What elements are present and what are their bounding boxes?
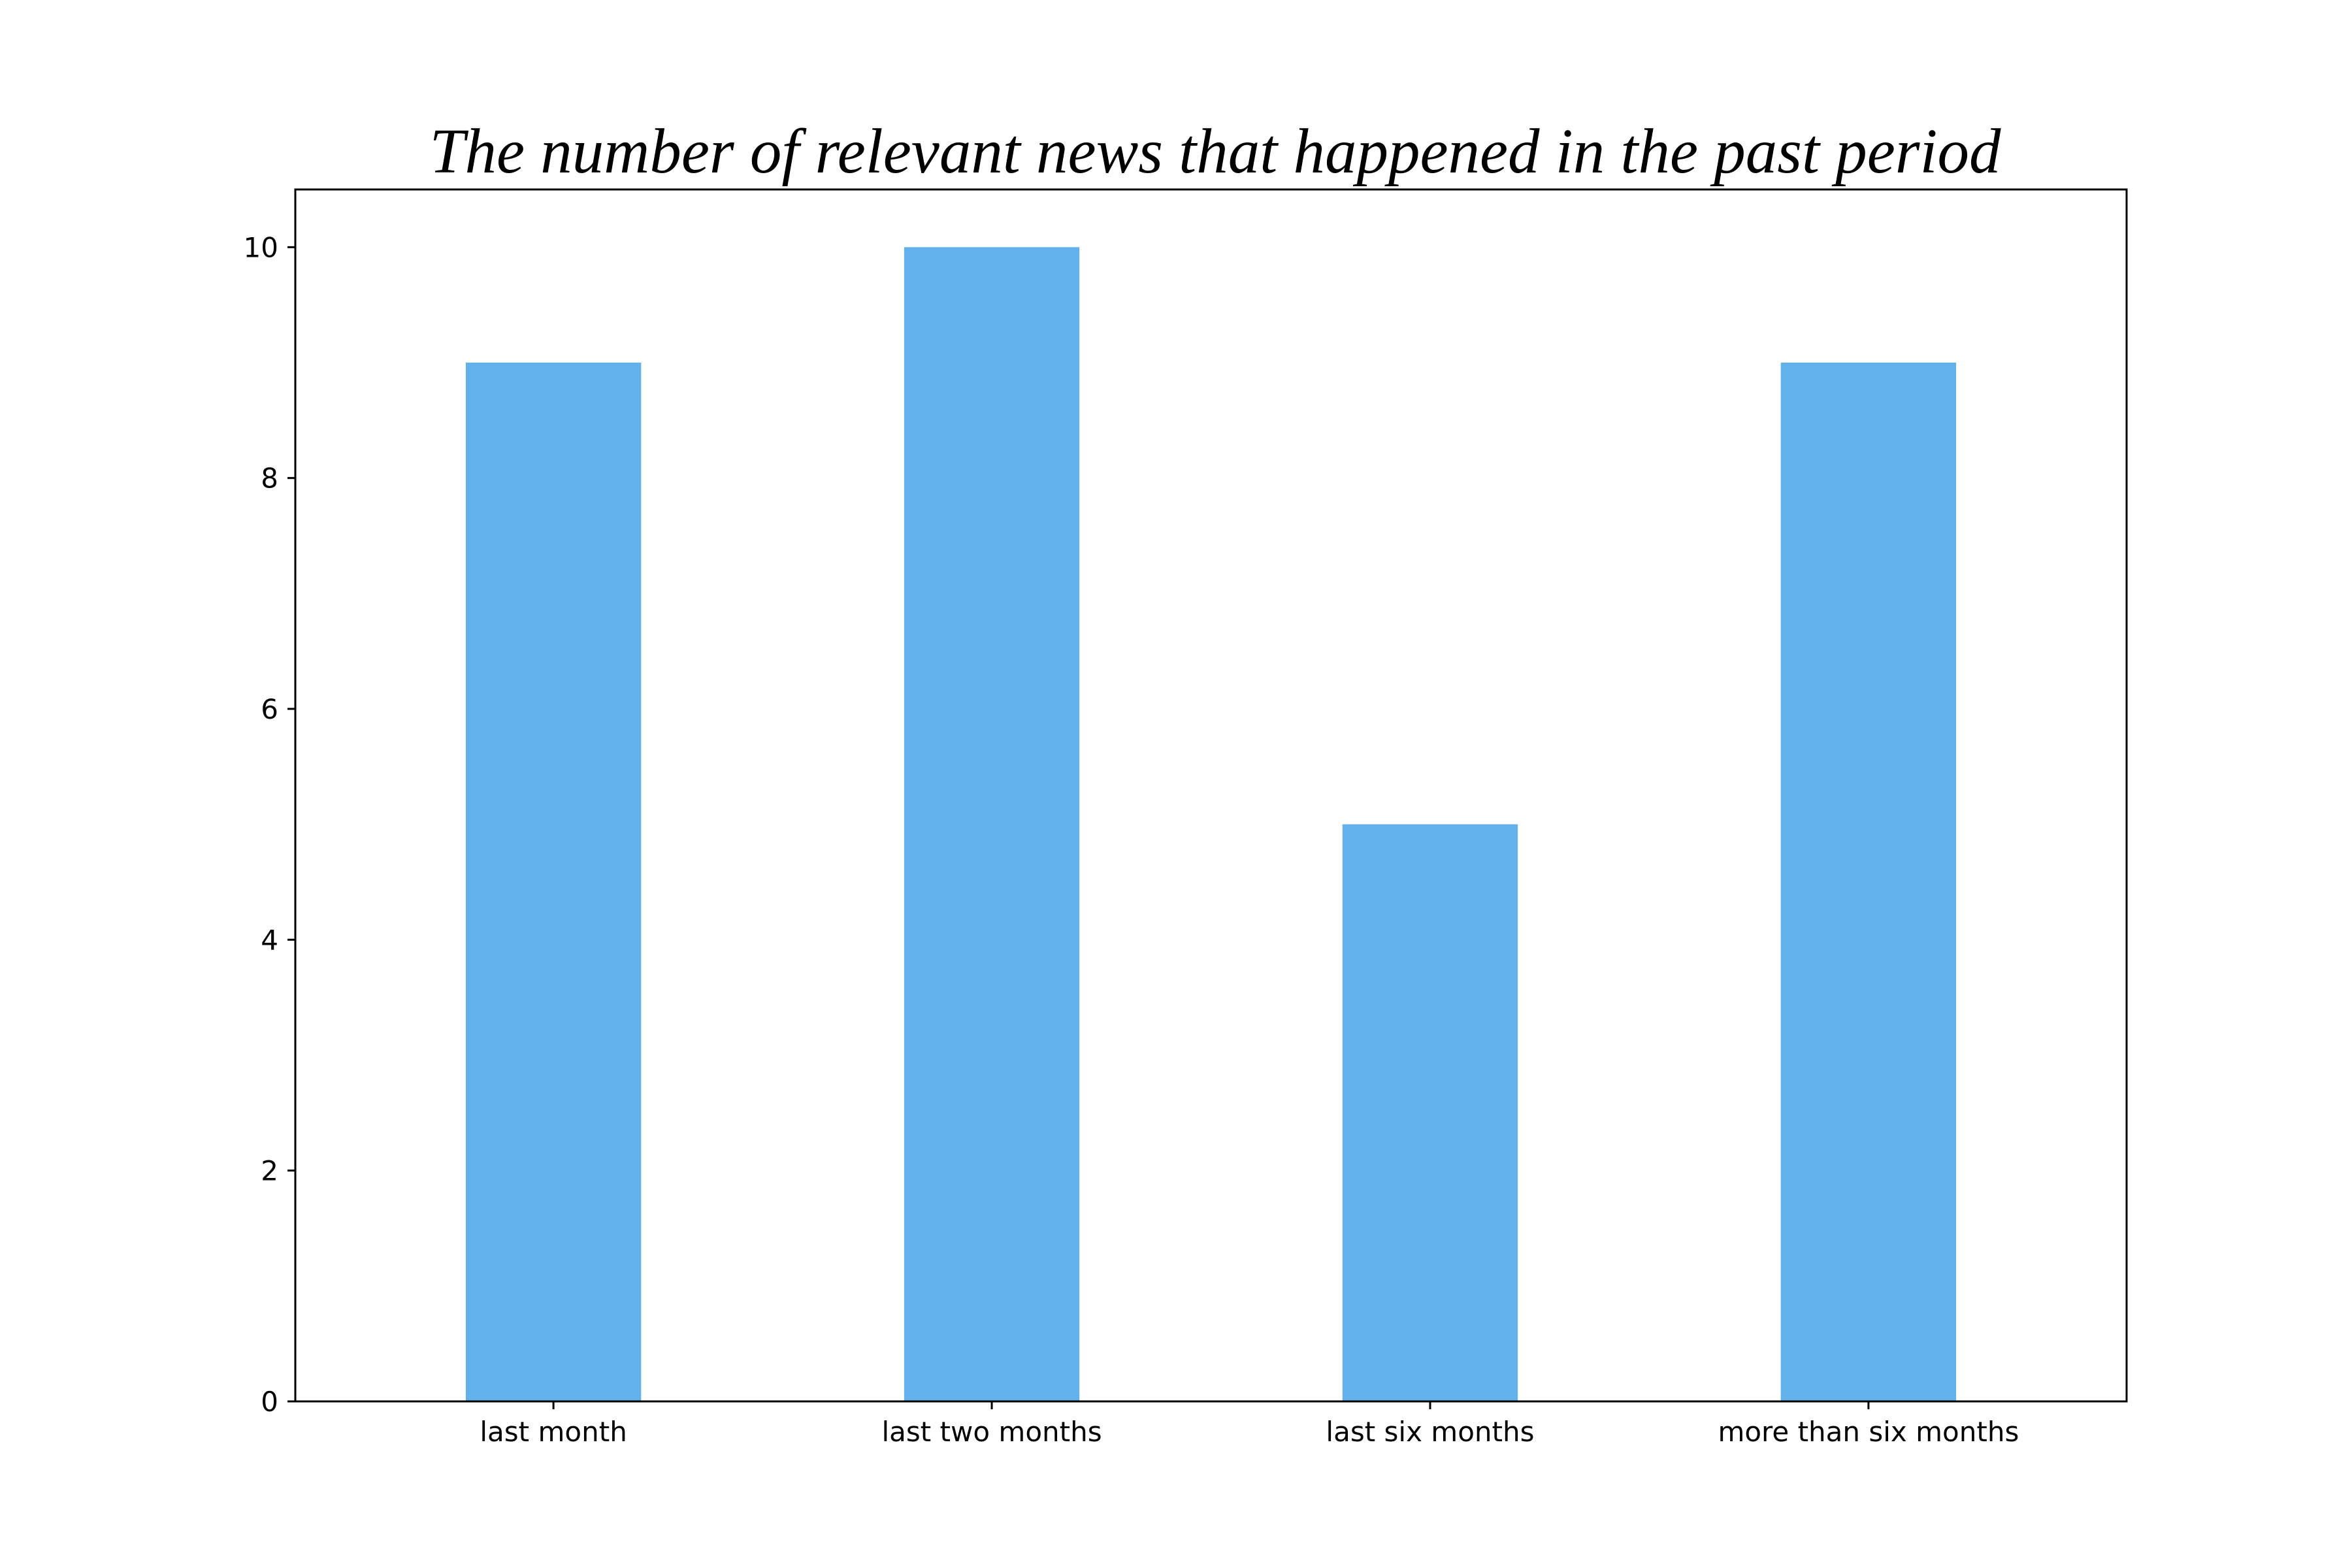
x-tick-label: more than six months xyxy=(1718,1416,2019,1448)
y-axis: 0 2 4 6 8 10 xyxy=(244,231,295,1418)
x-tick-label: last two months xyxy=(881,1416,1102,1448)
bar-last-month xyxy=(465,363,642,1401)
x-tick-label: last six months xyxy=(1326,1416,1534,1448)
chart-title: The number of relevant news that happene… xyxy=(430,116,2001,186)
x-tick-label: last month xyxy=(480,1416,627,1448)
y-tick-label: 8 xyxy=(261,463,278,495)
bar-last-two-months xyxy=(904,247,1080,1401)
y-tick-label: 0 xyxy=(261,1386,278,1418)
plot-frame xyxy=(294,188,2128,1403)
bar-last-six-months xyxy=(1342,824,1518,1401)
y-tick-label: 4 xyxy=(261,924,278,956)
x-axis: last month last two months last six months… xyxy=(480,1401,2019,1448)
y-tick-label: 10 xyxy=(244,231,278,263)
bars-layer xyxy=(465,247,1957,1401)
bar-more-than-six-months xyxy=(1780,363,1957,1401)
y-tick-label: 2 xyxy=(261,1155,278,1187)
y-tick-label: 6 xyxy=(261,693,278,725)
